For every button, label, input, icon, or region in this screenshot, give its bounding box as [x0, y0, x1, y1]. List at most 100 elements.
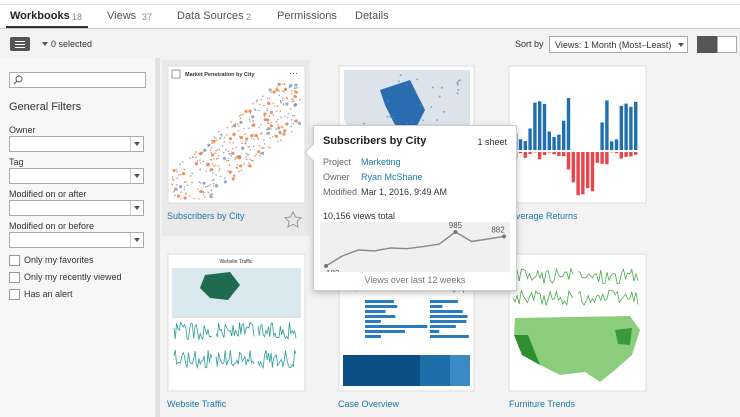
checkbox[interactable]	[9, 255, 20, 266]
map-dot	[222, 156, 227, 160]
map-dot	[184, 193, 187, 195]
map-dot	[222, 151, 225, 154]
map-dot	[275, 128, 278, 130]
map-dot	[272, 114, 275, 116]
map-dot	[232, 174, 235, 176]
sparkline-line	[325, 231, 505, 267]
map-dot	[173, 189, 176, 192]
map-dot	[204, 186, 207, 188]
search-box[interactable]	[9, 72, 146, 88]
card-title[interactable]: Case Overview	[338, 399, 400, 409]
sort-select[interactable]: Views: 1 Month (Most–Least)	[549, 36, 688, 53]
filter-select[interactable]	[9, 168, 144, 184]
map-dot	[175, 168, 178, 171]
map-dot	[277, 126, 281, 130]
map-dot	[293, 90, 296, 92]
thumb-bar	[365, 330, 405, 333]
thumb-bar	[562, 120, 566, 150]
filter-select[interactable]	[9, 136, 144, 152]
thumb-bar	[619, 152, 623, 159]
map-dot	[257, 138, 260, 141]
select-caret[interactable]	[42, 42, 48, 46]
map-dot	[239, 135, 244, 140]
thumb-bar	[538, 152, 542, 160]
meta-link[interactable]: Marketing	[361, 157, 401, 167]
tab[interactable]: Details	[355, 10, 389, 22]
map-dot	[244, 133, 246, 136]
thumb-bar	[595, 152, 599, 163]
list-view-button[interactable]	[717, 36, 737, 53]
map-dot	[397, 80, 400, 83]
card-title[interactable]: Subscribers by City	[167, 211, 245, 221]
map-dot	[237, 155, 242, 159]
map-dot	[214, 137, 217, 139]
filter-label: Modified on or before	[9, 221, 95, 231]
card-checkbox[interactable]	[171, 69, 181, 79]
map-dot	[212, 182, 215, 185]
map-dot	[181, 171, 186, 176]
map-dot	[269, 124, 273, 128]
thumbnail[interactable]	[167, 65, 306, 204]
map-dot	[218, 130, 220, 133]
map-dot	[216, 157, 219, 159]
map-dot	[237, 130, 240, 132]
top-rule	[0, 4, 740, 5]
map-dot	[210, 151, 212, 154]
card-title[interactable]: Furniture Trends	[509, 399, 576, 409]
map-dot	[183, 181, 186, 184]
thumb-bar	[571, 152, 575, 183]
map-dot	[362, 122, 365, 125]
map-dot	[230, 155, 232, 157]
card-title[interactable]: verage Returns	[516, 211, 578, 221]
map-dot	[228, 164, 231, 167]
thumb-bar	[614, 152, 619, 154]
filter-toggle[interactable]	[10, 37, 30, 51]
tab[interactable]: Workbooks	[10, 10, 70, 22]
checkbox[interactable]	[9, 272, 20, 283]
checkbox[interactable]	[9, 289, 20, 300]
map-dot	[268, 88, 272, 92]
map-dot	[246, 153, 249, 156]
map-dot	[252, 102, 255, 105]
filter-select[interactable]	[9, 200, 144, 216]
map-bg	[172, 268, 301, 318]
map-dot	[389, 116, 392, 119]
map-dot	[231, 151, 235, 156]
grid-view-button[interactable]	[697, 36, 717, 53]
map-dot	[270, 128, 272, 130]
map-dot	[293, 100, 295, 102]
map-dot	[262, 139, 265, 141]
more-menu[interactable]: ···	[289, 68, 298, 78]
tab[interactable]: Data Sources	[177, 10, 244, 22]
map-dot	[199, 168, 201, 171]
tab[interactable]: Views	[107, 10, 137, 22]
map-dot	[211, 193, 214, 195]
sparkline-point	[502, 234, 506, 239]
map-dot	[406, 122, 409, 125]
map-dot	[259, 103, 261, 106]
map-dot	[189, 175, 192, 177]
map-dot	[238, 164, 243, 168]
favorite-star[interactable]	[283, 210, 303, 228]
map-dot	[238, 125, 240, 127]
meta-link[interactable]: Ryan McShane	[361, 172, 423, 182]
thumb-bar	[528, 128, 532, 150]
map-dot	[251, 123, 255, 127]
map-dot	[207, 191, 210, 194]
map-dot	[233, 125, 236, 127]
map-dot	[191, 181, 193, 184]
card-title[interactable]: Website Traffic	[167, 399, 227, 409]
map-dot	[235, 166, 238, 168]
map-dot	[278, 83, 281, 86]
map-dot	[199, 161, 202, 164]
filter-select[interactable]	[9, 232, 144, 248]
map-dot	[456, 83, 459, 86]
map-dot	[234, 156, 237, 159]
tab[interactable]: Permissions	[277, 10, 337, 22]
map-dot	[292, 98, 294, 100]
map-dot	[297, 121, 301, 125]
map-dot	[228, 152, 230, 155]
thumb-bar	[430, 305, 443, 308]
map-dot	[245, 156, 248, 159]
map-dot	[227, 170, 229, 172]
